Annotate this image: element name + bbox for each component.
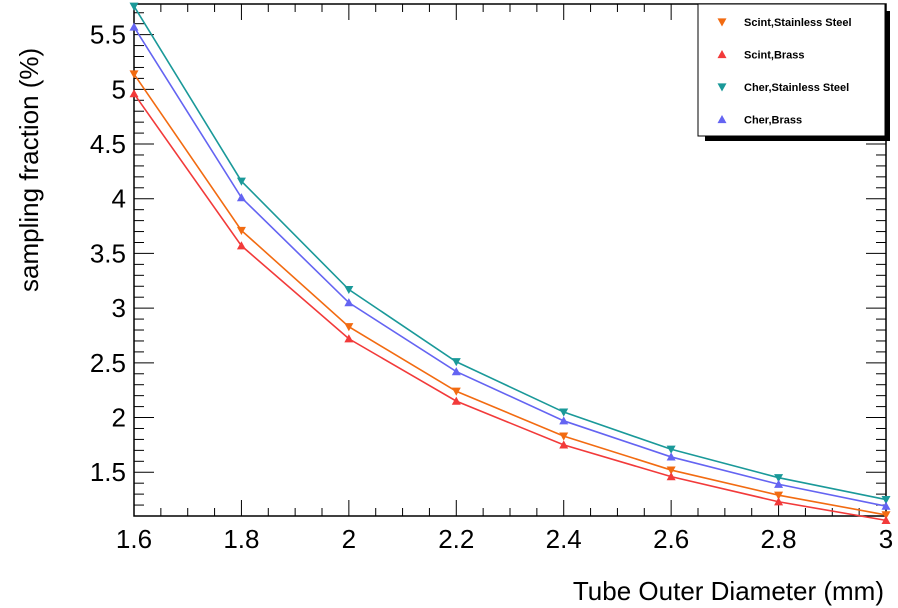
data-point: [452, 367, 461, 375]
data-point: [559, 416, 568, 424]
x-tick-label: 1.8: [223, 524, 259, 554]
y-axis-title: sampling fraction (%): [14, 48, 44, 292]
legend-label: Cher,Brass: [744, 115, 802, 127]
x-tick-label: 2.6: [653, 524, 689, 554]
y-tick-label: 1.5: [90, 457, 126, 487]
y-tick-label: 4.5: [90, 129, 126, 159]
y-tick-label: 2.5: [90, 348, 126, 378]
x-tick-label: 3: [879, 524, 893, 554]
data-point: [452, 358, 461, 366]
y-tick-label: 5.5: [90, 20, 126, 50]
data-point: [344, 286, 353, 294]
legend-label: Cher,Stainless Steel: [744, 82, 849, 94]
data-point: [452, 397, 461, 405]
y-tick-label: 3: [112, 293, 126, 323]
y-tick-label: 3.5: [90, 238, 126, 268]
y-tick-label: 2: [112, 403, 126, 433]
x-tick-label: 2.2: [438, 524, 474, 554]
data-point: [130, 3, 139, 11]
x-tick-label: 2.8: [760, 524, 796, 554]
legend: Scint,Stainless Steel Scint,Brass Cher,Sta…: [698, 4, 890, 141]
data-point: [344, 323, 353, 331]
data-point: [237, 193, 246, 201]
y-tick-label: 5: [112, 74, 126, 104]
y-tick-label: 4: [112, 184, 126, 214]
series-line: [134, 94, 886, 521]
legend-label: Scint,Stainless Steel: [744, 17, 852, 29]
x-tick-label: 1.6: [116, 524, 152, 554]
x-tick-label: 2.4: [546, 524, 582, 554]
series-2: [130, 89, 891, 524]
data-point: [130, 89, 139, 97]
legend-label: Scint,Brass: [744, 50, 805, 62]
x-axis-title: Tube Outer Diameter (mm): [573, 576, 884, 606]
x-tick-label: 2: [342, 524, 356, 554]
